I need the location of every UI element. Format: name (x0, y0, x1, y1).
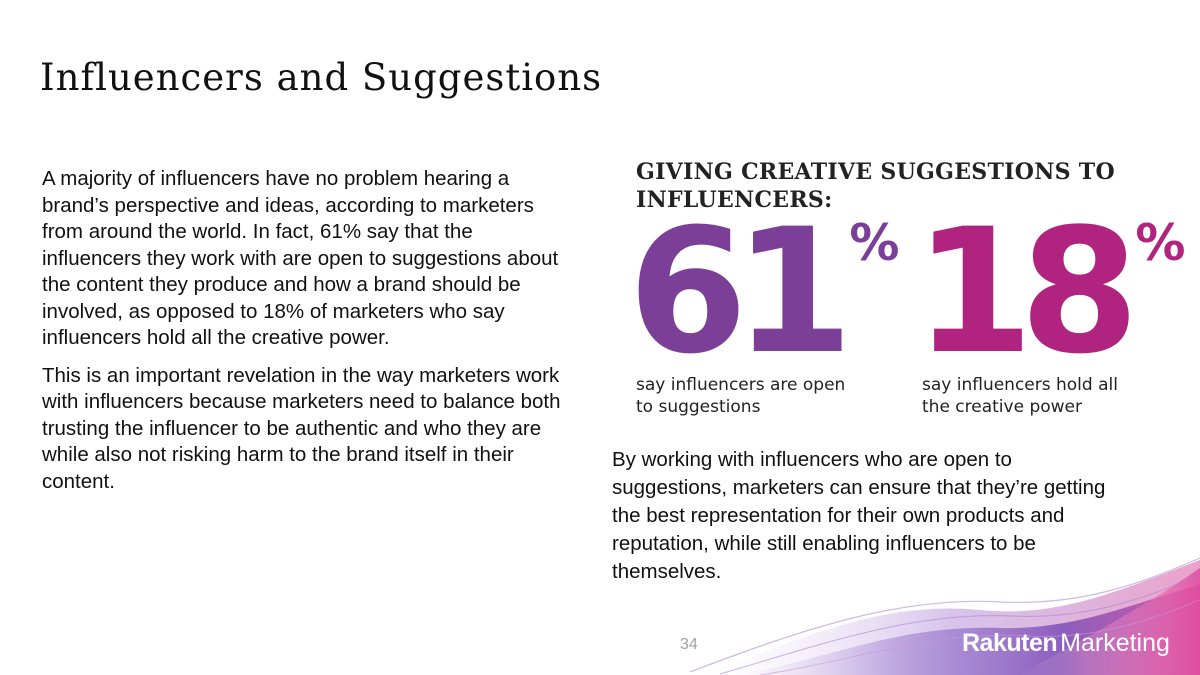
stat-caption: say influencers hold all the creative po… (922, 375, 1118, 417)
slide-title: Influencers and Suggestions (40, 56, 603, 99)
logo-brand-text: Rakuten (962, 629, 1058, 657)
body-paragraph: This is an important revelation in the w… (42, 363, 561, 493)
summary-paragraph: By working with influencers who are open… (612, 448, 1106, 583)
stat-number-row: 61% (628, 191, 900, 392)
stats-heading: GIVING CREATIVE SUGGESTIONS TO INFLUENCE… (636, 159, 1115, 213)
body-paragraph: A majority of influencers have no proble… (42, 167, 559, 349)
stat-value: 18 (914, 191, 1139, 392)
stat-number-row: 18% (914, 191, 1186, 392)
stat-value: 61 (628, 191, 853, 392)
rakuten-marketing-logo: Rakuten Marketing (962, 628, 1170, 658)
stat-percent-sign: % (1135, 214, 1186, 272)
stat-open-to-suggestions: 61% say influencers are open to suggesti… (628, 191, 900, 418)
stat-caption: say influencers are open to suggestions (636, 375, 846, 417)
stat-percent-sign: % (849, 214, 900, 272)
logo-sub-text: Marketing (1060, 629, 1170, 657)
page-number: 34 (680, 636, 698, 653)
left-column: A majority of influencers have no proble… (42, 166, 562, 506)
stat-hold-creative-power: 18% say influencers hold all the creativ… (914, 191, 1186, 418)
